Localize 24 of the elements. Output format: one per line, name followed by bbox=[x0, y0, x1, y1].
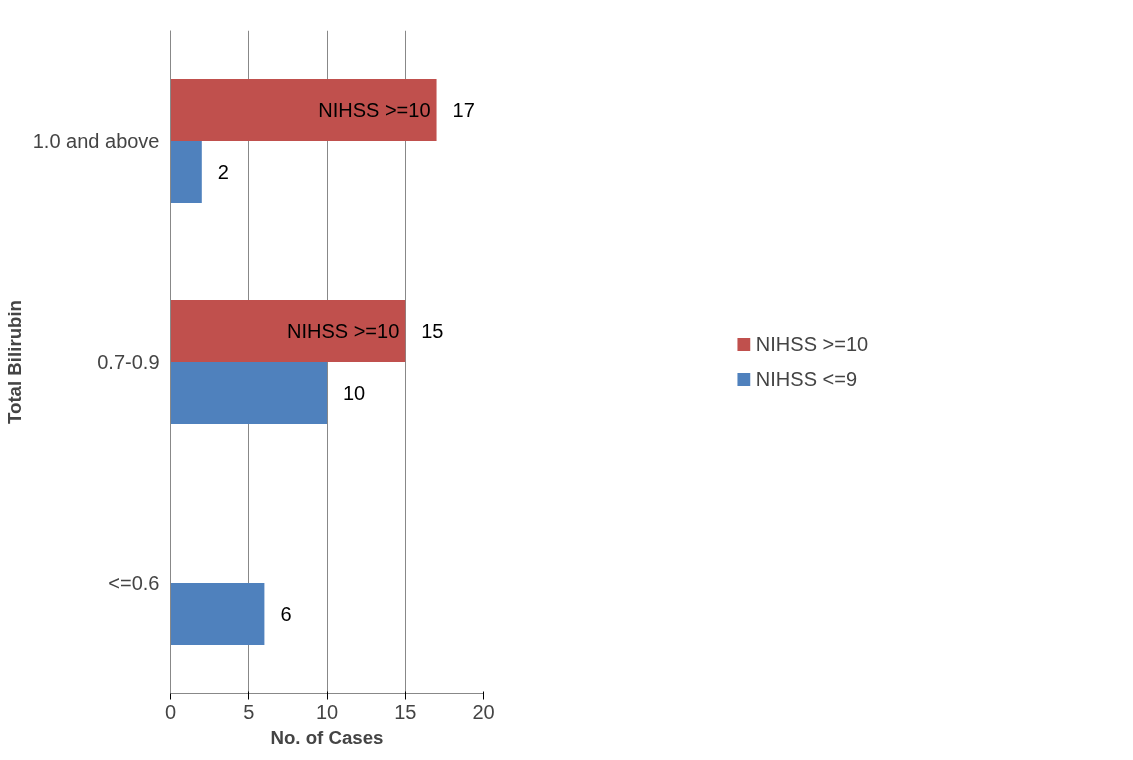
x-tick-label: 10 bbox=[315, 700, 339, 723]
data-label: 6 bbox=[280, 602, 292, 625]
data-label: 10 bbox=[343, 381, 366, 404]
x-tick-label: 0 bbox=[164, 700, 177, 723]
legend-label: NIHSS <=9 bbox=[755, 367, 858, 391]
data-label: 17 bbox=[452, 99, 475, 122]
bar bbox=[170, 362, 327, 424]
y-tick-label: 0.7-0.9 bbox=[97, 351, 160, 373]
data-label: 2 bbox=[217, 160, 229, 183]
bar bbox=[170, 141, 202, 203]
x-tick-label: 20 bbox=[472, 700, 495, 723]
legend-label: NIHSS >=10 bbox=[755, 332, 869, 356]
y-tick-label: <=0.6 bbox=[108, 572, 160, 594]
x-tick-label: 15 bbox=[394, 700, 417, 723]
x-axis-title: No. of Cases bbox=[270, 726, 384, 748]
annotation: NIHSS >=10 bbox=[286, 320, 400, 343]
x-tick-label: 5 bbox=[243, 700, 255, 723]
bar bbox=[170, 79, 437, 141]
data-label: 15 bbox=[421, 320, 444, 343]
annotation: NIHSS >=10 bbox=[318, 99, 431, 122]
y-axis-title: Total Bilirubin bbox=[3, 299, 25, 425]
y-tick-label: 1.0 and above bbox=[32, 130, 160, 152]
bar bbox=[170, 300, 406, 362]
bar bbox=[170, 583, 265, 645]
